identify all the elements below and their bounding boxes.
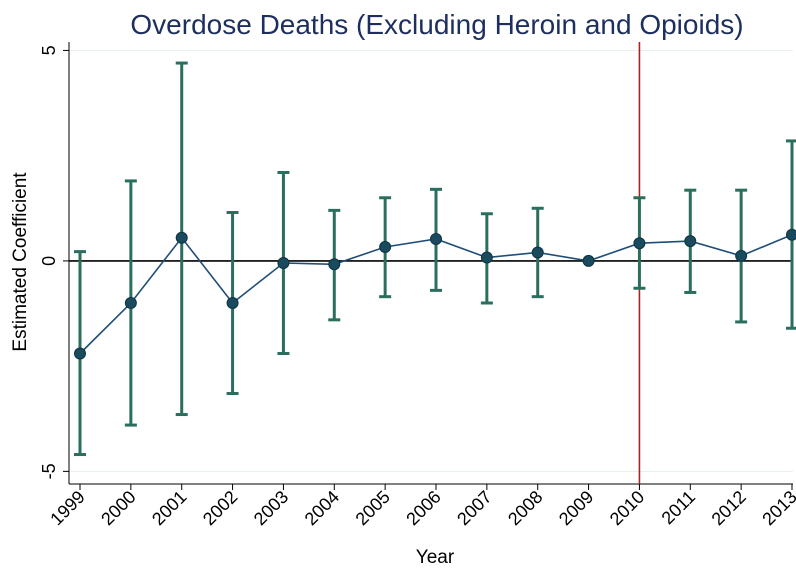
x-tick-label: 1999 (46, 487, 88, 529)
x-tick-label: 2009 (555, 487, 597, 529)
data-point (379, 241, 392, 254)
x-tick-label: 2008 (504, 487, 546, 529)
data-point (277, 257, 290, 269)
x-tick-label: 2001 (148, 487, 190, 529)
data-point (226, 296, 239, 309)
data-point (480, 251, 493, 264)
data-point (175, 231, 188, 244)
x-tick-label: 2004 (301, 487, 343, 529)
data-point (531, 246, 544, 259)
x-tick-label: 2006 (402, 487, 444, 529)
x-tick-label: 2007 (453, 487, 495, 529)
data-point (684, 235, 697, 248)
data-point (430, 233, 442, 246)
plot-area: 5 0 -5 1999 2000 2001 2002 2003 2004 2005 2006 2007… (39, 42, 796, 529)
x-axis-label: Year (416, 547, 455, 568)
x-tick-label: 2000 (97, 487, 139, 529)
data-point (328, 258, 341, 271)
data-point (786, 228, 796, 241)
y-tick-label: -5 (39, 463, 59, 479)
data-point (633, 237, 646, 250)
data-point (124, 296, 137, 309)
x-tick-label: 2010 (606, 487, 648, 529)
data-point (582, 254, 595, 267)
x-tick-label: 2005 (352, 487, 394, 529)
data-point (735, 249, 748, 262)
y-tick-label: 0 (39, 256, 59, 266)
x-tick-label: 2013 (758, 487, 796, 529)
x-tick-label: 2003 (250, 487, 292, 529)
y-axis-label: Estimated Coefficient (10, 172, 31, 352)
y-tick-label: 5 (39, 45, 59, 55)
chart-title: Overdose Deaths (Excluding Heroin and Op… (130, 9, 743, 40)
x-tick-label: 2011 (658, 487, 700, 529)
data-point (74, 347, 86, 360)
x-tick-label: 2002 (199, 487, 241, 529)
x-tick-label: 2012 (708, 487, 750, 529)
